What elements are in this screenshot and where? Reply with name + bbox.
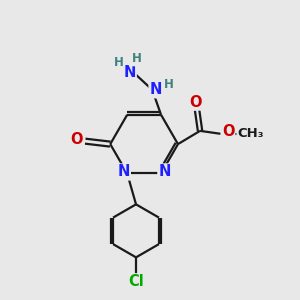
Text: CH₃: CH₃ (238, 127, 264, 140)
Text: N: N (118, 164, 130, 179)
Text: N: N (123, 64, 136, 80)
Text: N: N (150, 82, 162, 97)
Text: N: N (158, 164, 171, 179)
Text: H: H (164, 78, 173, 91)
Text: H: H (113, 56, 123, 69)
Text: O: O (71, 132, 83, 147)
Text: H: H (132, 52, 142, 65)
Text: O: O (222, 124, 234, 139)
Text: Cl: Cl (128, 274, 144, 289)
Text: O: O (189, 94, 202, 110)
